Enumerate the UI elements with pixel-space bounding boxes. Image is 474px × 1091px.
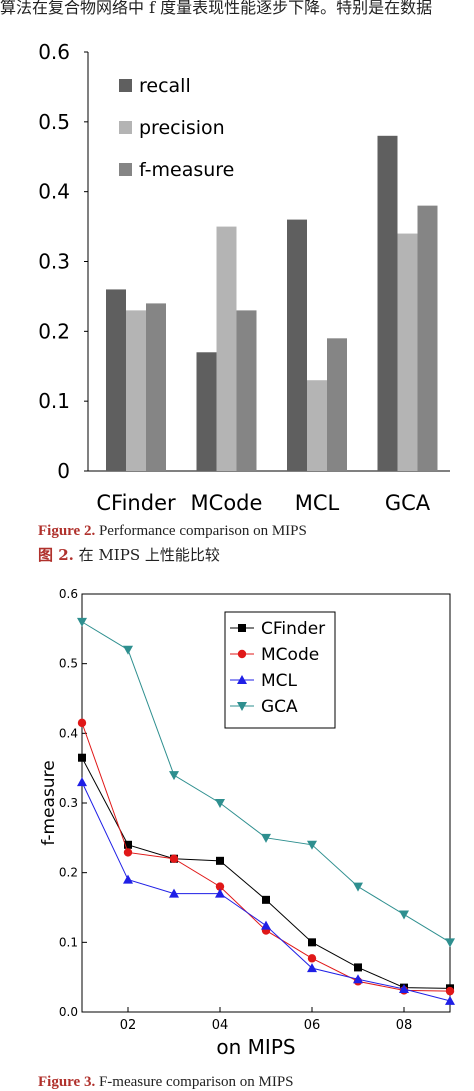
data-point-GCA bbox=[169, 771, 179, 781]
y-tick-label: 0.3 bbox=[38, 250, 70, 274]
legend-marker-GCA bbox=[237, 702, 247, 711]
data-point-MCode bbox=[123, 848, 133, 857]
y-axis-label: f-measure bbox=[39, 760, 59, 845]
y-tick-label: 0.1 bbox=[59, 935, 78, 949]
y-tick-label: 0.5 bbox=[59, 657, 78, 671]
y-tick-label: 0 bbox=[57, 459, 70, 483]
legend-label-f-measure: f-measure bbox=[139, 159, 234, 181]
data-point-MCL bbox=[353, 974, 363, 984]
legend-label-CFinder: CFinder bbox=[261, 619, 325, 639]
line-chart: 0.0 0.1 0.2 0.3 0.4 0.5 0.6 02 04 06 08 on MIPS f-me… bbox=[39, 587, 455, 1059]
data-point-MCode bbox=[307, 954, 317, 963]
y-tick-label: 0.2 bbox=[38, 319, 70, 343]
data-point-MCL bbox=[123, 874, 133, 884]
figure2-caption-label: Figure 2. bbox=[38, 523, 96, 539]
x-tick-label: CFinder bbox=[96, 491, 176, 515]
data-point-CFinder bbox=[216, 856, 224, 865]
legend-swatch-f-measure bbox=[119, 163, 132, 176]
legend-label-GCA: GCA bbox=[261, 697, 298, 717]
series-line-MCode bbox=[81, 722, 451, 992]
bar-recall-CFinder bbox=[106, 289, 126, 471]
data-point-GCA bbox=[77, 617, 87, 627]
bar-recall-MCL bbox=[287, 219, 307, 471]
data-point-GCA bbox=[215, 799, 225, 808]
y-tick-label: 0.6 bbox=[59, 587, 78, 601]
bar-f-measure-GCA bbox=[417, 205, 438, 471]
data-point-GCA bbox=[123, 645, 133, 655]
x-tick-label: 04 bbox=[212, 1018, 229, 1033]
legend-swatch-recall bbox=[119, 79, 132, 92]
y-tick-label: 0.3 bbox=[59, 796, 78, 810]
figure2-caption-zh-label: 图 2. bbox=[38, 546, 74, 564]
figure2-caption: Figure 2. Performance comparison on MIPS bbox=[38, 523, 307, 540]
data-point-MCL bbox=[307, 963, 317, 973]
legend-marker-MCL bbox=[237, 675, 247, 684]
legend-label-precision: precision bbox=[139, 117, 225, 139]
data-point-MCL bbox=[169, 888, 179, 898]
figure3-caption-label: Figure 3. bbox=[38, 1074, 96, 1090]
legend-marker-MCode bbox=[237, 649, 247, 659]
bar-precision-GCA bbox=[397, 233, 418, 471]
y-tick-label: 0.5 bbox=[38, 110, 70, 134]
figure3-caption-text: F-measure comparison on MIPS bbox=[98, 1074, 294, 1090]
figure2-caption-zh-text: 在 MIPS 上性能比较 bbox=[78, 546, 220, 564]
x-tick-label: MCL bbox=[295, 491, 340, 515]
y-tick-label: 0.6 bbox=[38, 40, 70, 64]
x-tick-label: 06 bbox=[304, 1018, 321, 1033]
bar-f-measure-MCode bbox=[236, 310, 257, 471]
bar-recall-GCA bbox=[377, 135, 398, 472]
data-point-MCL bbox=[215, 888, 225, 898]
x-axis-label: on MIPS bbox=[216, 1035, 295, 1059]
data-point-MCL bbox=[261, 920, 271, 930]
x-tick-label: MCode bbox=[191, 491, 263, 515]
bar-chart: 0 0.1 0.2 0.3 0.4 0.5 0.6 CFinder MCode MCL GCA rec… bbox=[38, 40, 450, 515]
y-tick-label: 0.4 bbox=[59, 726, 78, 740]
data-point-MCode bbox=[77, 718, 87, 728]
data-point-GCA bbox=[307, 840, 317, 850]
series-line-CFinder bbox=[81, 757, 451, 989]
y-tick-label: 0.0 bbox=[59, 1005, 78, 1019]
legend-label-MCode: MCode bbox=[261, 645, 319, 665]
bar-f-measure-CFinder bbox=[146, 303, 166, 471]
y-tick-label: 0.4 bbox=[38, 180, 70, 204]
y-tick-label: 0.2 bbox=[59, 866, 78, 880]
data-point-MCL bbox=[77, 777, 87, 787]
x-tick-label: 02 bbox=[120, 1018, 137, 1033]
legend-label-recall: recall bbox=[139, 75, 191, 97]
bar-f-measure-MCL bbox=[327, 338, 347, 471]
data-point-MCL bbox=[399, 984, 409, 994]
data-point-GCA bbox=[399, 910, 409, 920]
bar-recall-MCode bbox=[196, 352, 217, 471]
data-point-CFinder bbox=[308, 938, 316, 947]
x-tick-label: 08 bbox=[396, 1018, 413, 1033]
legend-marker-CFinder bbox=[238, 624, 246, 632]
data-point-CFinder bbox=[78, 753, 86, 762]
series-line-MCL bbox=[81, 781, 451, 1002]
y-tick-label: 0.1 bbox=[38, 389, 70, 413]
bar-precision-MCode bbox=[216, 226, 237, 471]
x-tick-label: GCA bbox=[385, 491, 431, 515]
data-point-CFinder bbox=[354, 963, 362, 972]
data-point-GCA bbox=[261, 833, 271, 843]
data-point-GCA bbox=[353, 882, 363, 892]
legend-swatch-precision bbox=[119, 121, 132, 134]
figure2-caption-text: Performance comparison on MIPS bbox=[98, 523, 307, 539]
legend-label-MCL: MCL bbox=[261, 671, 298, 691]
data-point-MCode bbox=[445, 986, 455, 996]
data-point-MCL bbox=[445, 995, 455, 1005]
data-point-MCode bbox=[169, 854, 179, 863]
data-point-GCA bbox=[445, 938, 455, 948]
figure2-caption-zh: 图 2. 在 MIPS 上性能比较 bbox=[38, 544, 220, 565]
body-text-line: 算法在复合物网络中 f 度量表现性能逐步下降。特别是在数据 bbox=[0, 0, 433, 17]
bar-precision-MCL bbox=[307, 380, 327, 471]
data-point-CFinder bbox=[124, 840, 132, 849]
data-point-CFinder bbox=[262, 895, 270, 904]
data-point-MCode bbox=[215, 882, 225, 891]
bar-precision-CFinder bbox=[126, 310, 146, 471]
